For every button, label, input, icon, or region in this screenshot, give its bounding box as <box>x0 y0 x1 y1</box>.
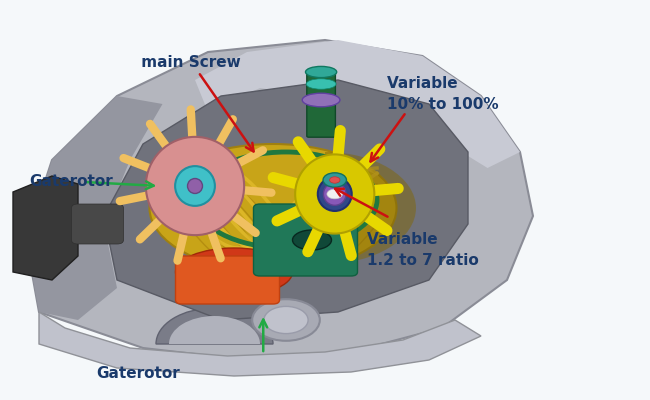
Ellipse shape <box>306 66 337 78</box>
Wedge shape <box>156 308 273 344</box>
Ellipse shape <box>318 177 352 211</box>
Ellipse shape <box>146 137 244 235</box>
Text: Variable: Variable <box>367 232 443 248</box>
Circle shape <box>252 299 320 341</box>
Text: main Screw: main Screw <box>136 55 240 70</box>
FancyBboxPatch shape <box>254 204 358 276</box>
Ellipse shape <box>306 79 336 89</box>
Polygon shape <box>13 176 78 280</box>
Ellipse shape <box>292 230 332 250</box>
Ellipse shape <box>324 183 346 205</box>
Ellipse shape <box>302 93 340 107</box>
FancyBboxPatch shape <box>176 256 280 304</box>
Wedge shape <box>325 152 416 264</box>
Polygon shape <box>26 40 533 360</box>
Text: 10% to 100%: 10% to 100% <box>387 97 499 112</box>
Text: 1.2 to 7 ratio: 1.2 to 7 ratio <box>367 253 479 268</box>
Ellipse shape <box>175 166 215 206</box>
Polygon shape <box>104 80 468 320</box>
Polygon shape <box>195 40 520 168</box>
Circle shape <box>330 177 340 183</box>
Polygon shape <box>26 96 162 320</box>
Circle shape <box>327 189 343 199</box>
Ellipse shape <box>150 144 396 272</box>
Text: Gaterotor: Gaterotor <box>96 366 179 382</box>
Circle shape <box>264 306 308 334</box>
Polygon shape <box>39 312 481 376</box>
FancyBboxPatch shape <box>307 71 335 137</box>
Text: Variable: Variable <box>387 76 463 92</box>
Wedge shape <box>169 316 260 344</box>
FancyBboxPatch shape <box>72 204 124 244</box>
Ellipse shape <box>187 178 203 194</box>
Ellipse shape <box>295 154 374 234</box>
Circle shape <box>323 173 346 187</box>
Ellipse shape <box>176 248 292 296</box>
Text: Gaterotor: Gaterotor <box>29 174 113 190</box>
